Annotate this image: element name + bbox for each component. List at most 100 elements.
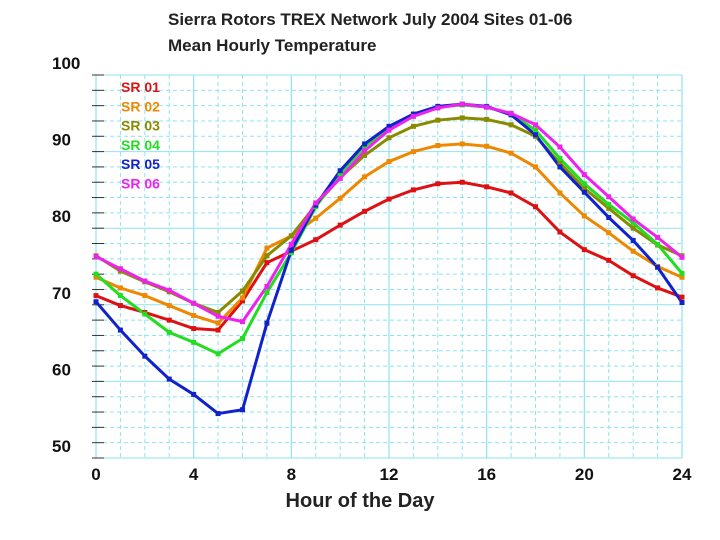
data-point — [166, 317, 172, 323]
data-point — [264, 290, 270, 296]
data-point — [337, 168, 343, 174]
data-point — [606, 194, 612, 200]
x-tick-label: 4 — [189, 465, 199, 484]
data-point — [606, 257, 612, 263]
y-tick-label: 90 — [52, 131, 71, 150]
data-point — [362, 208, 368, 214]
data-point — [240, 288, 245, 294]
data-point — [679, 270, 685, 276]
data-point — [313, 215, 319, 221]
data-point — [484, 104, 490, 110]
data-point — [240, 336, 245, 342]
data-point — [533, 127, 538, 133]
data-point — [630, 225, 636, 231]
data-point — [337, 175, 343, 181]
data-point — [533, 164, 538, 170]
y-tick-label: 100 — [52, 54, 80, 73]
y-tick-label: 50 — [52, 437, 71, 456]
data-point — [484, 184, 490, 190]
data-point — [215, 351, 221, 357]
data-point — [655, 234, 661, 240]
data-point — [386, 196, 392, 202]
data-point — [655, 264, 661, 270]
data-point — [93, 293, 99, 299]
data-point — [191, 300, 197, 306]
data-point — [606, 205, 612, 211]
data-point — [362, 148, 368, 154]
data-point — [508, 190, 514, 196]
data-point — [508, 110, 514, 116]
data-point — [117, 327, 123, 333]
data-point — [630, 248, 636, 254]
data-point — [288, 247, 294, 253]
data-point — [630, 216, 636, 222]
data-point — [508, 150, 514, 156]
data-point — [679, 254, 685, 260]
data-point — [508, 122, 514, 128]
data-point — [215, 320, 221, 326]
data-point — [337, 195, 343, 201]
data-point — [386, 123, 392, 129]
data-point — [215, 327, 221, 333]
data-point — [117, 285, 123, 291]
data-point — [435, 117, 441, 123]
data-point — [581, 247, 587, 253]
legend-entry: SR 06 — [121, 176, 160, 192]
x-tick-label: 12 — [380, 465, 399, 484]
data-point — [581, 189, 587, 195]
data-point — [142, 293, 148, 299]
data-point — [191, 339, 197, 345]
data-point — [215, 313, 221, 319]
data-point — [484, 116, 490, 122]
data-point — [557, 155, 563, 161]
data-point — [459, 141, 465, 147]
data-point — [362, 152, 368, 158]
data-point — [386, 135, 392, 141]
legend-entry: SR 02 — [121, 98, 160, 114]
data-point — [240, 319, 245, 325]
data-point — [117, 293, 123, 299]
data-point — [679, 300, 685, 306]
x-tick-label: 0 — [91, 465, 100, 484]
data-point — [288, 241, 294, 247]
legend-entry: SR 05 — [121, 156, 160, 172]
data-point — [484, 143, 490, 149]
data-point — [655, 285, 661, 291]
y-tick-label: 60 — [52, 360, 71, 379]
data-point — [606, 230, 612, 236]
data-point — [313, 237, 319, 243]
data-point — [410, 123, 416, 129]
data-point — [435, 181, 441, 187]
data-point — [117, 266, 123, 272]
data-point — [166, 287, 172, 293]
data-point — [337, 171, 343, 177]
data-point — [215, 411, 221, 417]
data-point — [240, 295, 245, 301]
data-point — [142, 311, 148, 317]
data-point — [581, 172, 587, 178]
data-point — [581, 181, 587, 187]
data-point — [362, 174, 368, 180]
data-point — [93, 254, 99, 260]
data-point — [581, 185, 587, 191]
x-tick-label: 20 — [575, 465, 594, 484]
data-point — [337, 222, 343, 228]
data-point — [679, 274, 685, 280]
data-point — [679, 294, 685, 300]
chart-subtitle: Mean Hourly Temperature — [168, 36, 377, 55]
data-point — [435, 142, 441, 148]
data-point — [313, 200, 319, 206]
data-point — [240, 298, 245, 304]
data-point — [191, 313, 197, 319]
data-point — [362, 141, 368, 147]
x-tick-label: 24 — [673, 465, 692, 484]
data-point — [93, 299, 99, 305]
data-point — [166, 376, 172, 382]
legend-entry: SR 01 — [121, 79, 160, 95]
data-point — [655, 241, 661, 247]
data-point — [557, 160, 563, 166]
data-point — [435, 105, 441, 111]
data-point — [630, 237, 636, 243]
x-tick-label: 16 — [477, 465, 496, 484]
